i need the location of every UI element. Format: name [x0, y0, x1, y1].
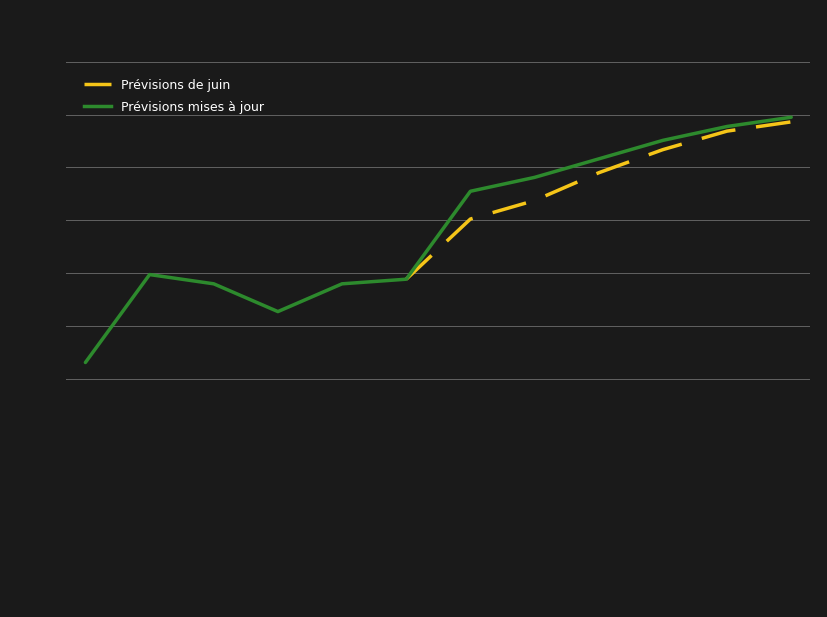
Legend: Prévisions de juin, Prévisions mises à jour: Prévisions de juin, Prévisions mises à j… [80, 75, 268, 118]
